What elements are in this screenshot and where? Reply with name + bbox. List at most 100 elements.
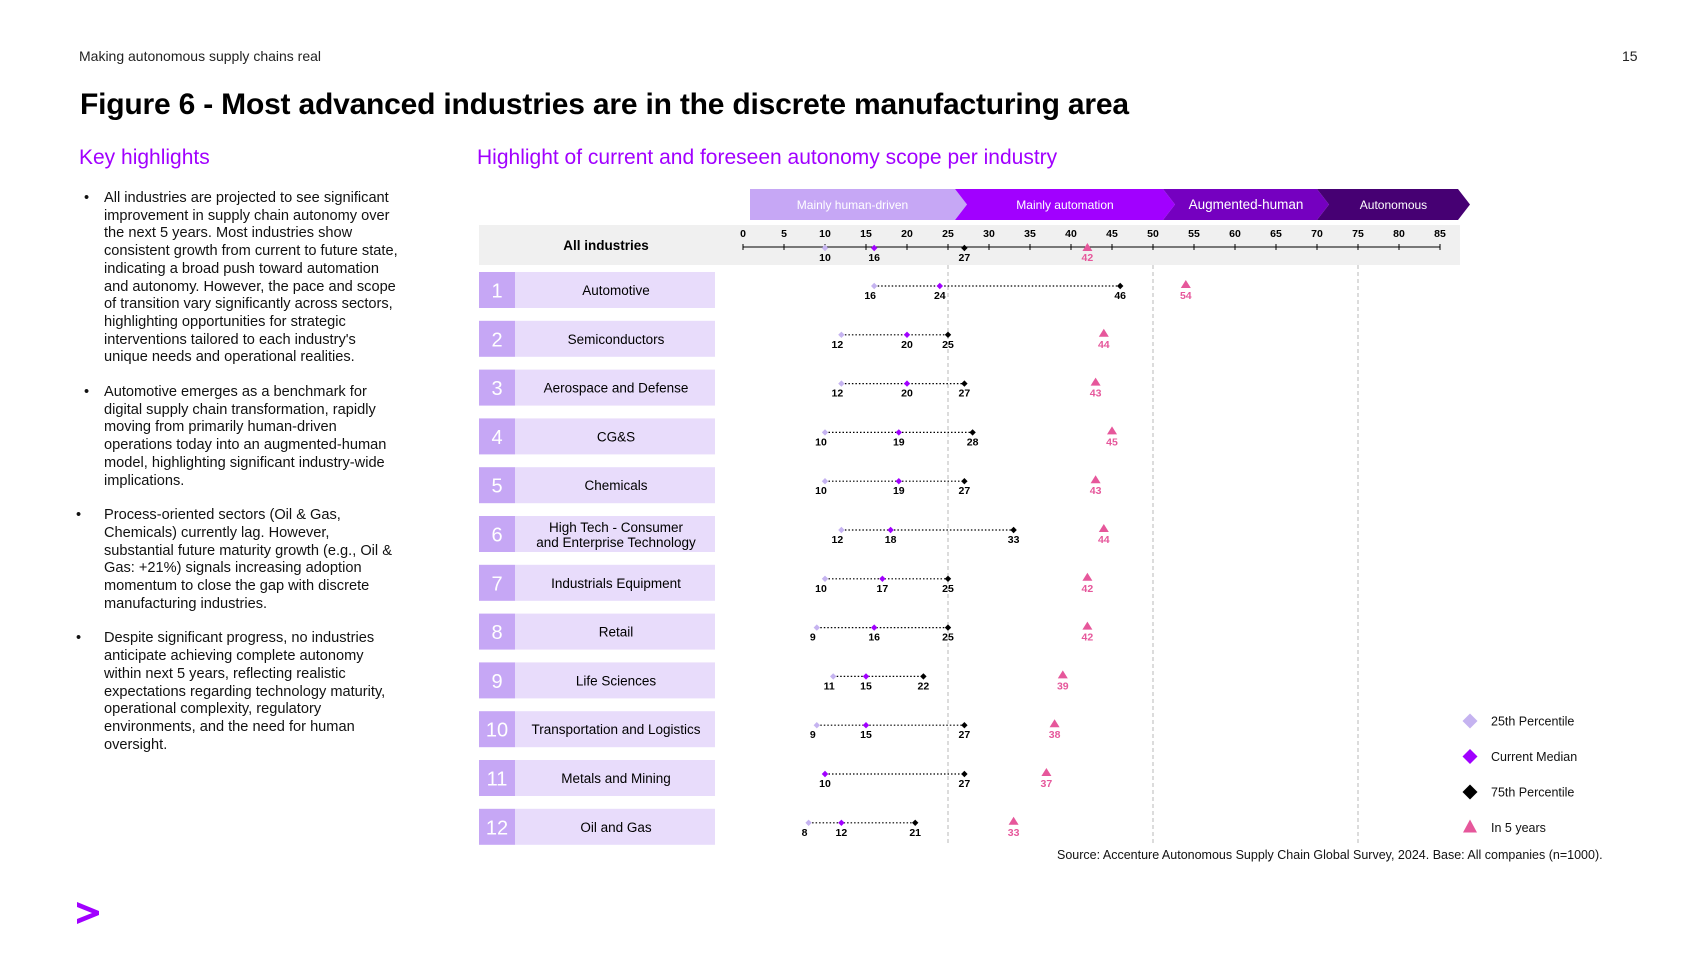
p25-marker xyxy=(871,282,878,290)
p75-label: 46 xyxy=(1114,290,1126,302)
median-label: 12 xyxy=(836,827,848,839)
future-label: 33 xyxy=(1008,827,1020,839)
legend-p75-icon xyxy=(1462,784,1478,800)
x-tick-label: 5 xyxy=(781,228,787,240)
row-number-box xyxy=(479,808,515,845)
figure-title: Figure 6 - Most advanced industries are … xyxy=(80,88,1129,121)
stage-chevron xyxy=(1317,189,1470,220)
row-number-box xyxy=(479,564,515,601)
p25-marker xyxy=(821,429,829,436)
highlight-bullet: Automotive emerges as a benchmark for di… xyxy=(72,384,402,490)
x-tick-label: 20 xyxy=(901,228,913,240)
highlights-list: All industries are projected to see sign… xyxy=(72,190,402,771)
future-label: 44 xyxy=(1098,534,1110,546)
p75-marker xyxy=(1117,282,1124,290)
p25-marker xyxy=(805,819,812,826)
p25-label: 12 xyxy=(832,339,844,351)
legend-label: In 5 years xyxy=(1491,821,1546,835)
row-number: 12 xyxy=(486,817,508,839)
p75-label: 25 xyxy=(942,583,954,595)
median-label: 15 xyxy=(860,680,872,692)
median-marker xyxy=(838,819,845,826)
row-number: 2 xyxy=(491,329,502,351)
x-tick-label: 15 xyxy=(860,228,872,240)
industry-name: Retail xyxy=(599,625,634,640)
p75-label: 22 xyxy=(918,680,930,692)
future-marker xyxy=(1008,816,1019,825)
row-label-box xyxy=(515,369,715,406)
median-marker xyxy=(862,722,870,729)
p75-marker xyxy=(961,380,968,387)
median-label: 19 xyxy=(893,436,905,448)
p75-label: 27 xyxy=(959,388,971,400)
p75-label: 27 xyxy=(959,252,971,264)
industry-name: and Enterprise Technology xyxy=(536,535,696,550)
x-tick-label: 85 xyxy=(1434,228,1446,240)
p75-marker xyxy=(944,331,952,338)
row-number: 3 xyxy=(491,378,502,400)
p25-marker xyxy=(821,478,829,485)
legend-label: 25th Percentile xyxy=(1491,715,1574,729)
accenture-logo-icon xyxy=(77,902,99,924)
row-number-box xyxy=(479,613,515,650)
row-label-box xyxy=(515,320,715,357)
median-label: 16 xyxy=(868,252,880,264)
p25-label: 10 xyxy=(819,252,831,264)
row-number: 1 xyxy=(491,281,502,303)
row-number-box xyxy=(479,662,515,699)
p25-marker xyxy=(813,722,820,729)
p25-label: 10 xyxy=(815,485,827,497)
median-label: 24 xyxy=(934,290,946,302)
legend-label: Current Median xyxy=(1491,750,1577,764)
future-label: 43 xyxy=(1090,485,1102,497)
row-label-box xyxy=(515,662,715,699)
median-label: 20 xyxy=(901,339,913,351)
future-label: 39 xyxy=(1057,680,1069,692)
row-label-box xyxy=(515,808,715,845)
p75-marker xyxy=(961,478,968,485)
future-marker xyxy=(1082,243,1093,251)
stage-label: Autonomous xyxy=(1360,198,1427,212)
median-label: 16 xyxy=(868,632,880,644)
median-marker xyxy=(887,526,894,534)
row-label-box xyxy=(515,516,715,552)
industry-name: Semiconductors xyxy=(568,332,665,347)
median-label: 19 xyxy=(893,485,905,497)
p75-marker xyxy=(912,819,919,826)
p25-label: 10 xyxy=(819,778,831,790)
legend-label: 75th Percentile xyxy=(1491,786,1574,800)
row-number-box xyxy=(479,320,515,357)
axis-band xyxy=(479,225,1460,265)
p75-marker xyxy=(969,429,976,436)
row-label-box xyxy=(515,711,715,748)
all-industries-label: All industries xyxy=(563,238,649,253)
median-label: 15 xyxy=(860,729,872,741)
x-tick-label: 40 xyxy=(1065,228,1077,240)
p75-marker xyxy=(944,624,952,631)
p75-label: 27 xyxy=(959,485,971,497)
future-marker xyxy=(1082,621,1093,630)
future-label: 43 xyxy=(1090,388,1102,400)
highlight-bullet: All industries are projected to see sign… xyxy=(72,190,402,367)
stage-chevron xyxy=(750,189,967,220)
x-tick-label: 60 xyxy=(1229,228,1241,240)
row-number: 11 xyxy=(487,769,508,791)
median-marker xyxy=(871,244,878,252)
median-label: 17 xyxy=(877,583,889,595)
p25-label: 12 xyxy=(832,534,844,546)
legend-p25-icon xyxy=(1462,713,1478,729)
x-tick-label: 80 xyxy=(1393,228,1405,240)
p75-marker xyxy=(920,673,927,680)
stage-label: Mainly human-driven xyxy=(797,198,908,212)
highlights-title: Key highlights xyxy=(79,146,210,169)
chart-title: Highlight of current and foreseen autono… xyxy=(477,146,1058,169)
row-number-box xyxy=(479,516,515,552)
future-label: 54 xyxy=(1180,290,1192,302)
p25-marker xyxy=(838,526,845,534)
row-label-box xyxy=(515,564,715,601)
future-marker xyxy=(1057,670,1068,679)
future-marker xyxy=(1180,280,1191,288)
x-tick-label: 0 xyxy=(740,228,746,240)
row-number-box xyxy=(479,272,515,308)
p25-label: 8 xyxy=(802,827,808,839)
